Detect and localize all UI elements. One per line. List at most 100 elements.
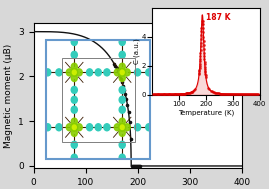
Circle shape	[104, 69, 110, 76]
Circle shape	[71, 86, 77, 93]
Circle shape	[71, 123, 78, 131]
Point	[197, 71, 201, 74]
Point	[201, 31, 206, 34]
Point	[119, 77, 123, 80]
Point	[207, 88, 212, 91]
Point	[137, 164, 141, 167]
Point	[138, 164, 143, 167]
Circle shape	[146, 124, 152, 131]
Point	[182, 92, 186, 95]
Point	[218, 92, 223, 95]
Circle shape	[146, 69, 152, 76]
Circle shape	[120, 70, 124, 75]
Circle shape	[71, 96, 77, 103]
Point	[198, 55, 203, 58]
Point	[211, 91, 216, 94]
Point	[238, 93, 242, 96]
Circle shape	[56, 124, 62, 131]
Point	[131, 164, 135, 167]
Point	[134, 164, 138, 167]
Circle shape	[56, 69, 62, 76]
Point	[214, 92, 219, 95]
Point	[160, 93, 164, 96]
Bar	[62, 58, 135, 142]
Circle shape	[114, 124, 120, 131]
Point	[173, 93, 178, 96]
Point	[122, 88, 126, 91]
Circle shape	[119, 51, 125, 58]
Circle shape	[114, 69, 120, 76]
Point	[227, 93, 231, 96]
Point	[222, 92, 227, 95]
Point	[197, 66, 202, 69]
Point	[225, 93, 229, 96]
Point	[164, 93, 168, 96]
Point	[242, 93, 246, 96]
Circle shape	[119, 96, 125, 103]
Point	[156, 93, 161, 96]
Point	[188, 91, 192, 94]
Point	[184, 92, 189, 95]
Circle shape	[87, 69, 93, 76]
Circle shape	[124, 69, 130, 76]
Circle shape	[45, 124, 51, 131]
Point	[202, 60, 207, 63]
Point	[151, 93, 155, 96]
Point	[168, 93, 172, 96]
Point	[236, 93, 240, 96]
Point	[183, 92, 188, 95]
Point	[123, 92, 128, 95]
Point	[213, 91, 218, 94]
Point	[209, 90, 214, 93]
Point	[197, 68, 202, 71]
Point	[217, 92, 221, 95]
Point	[157, 93, 161, 96]
Point	[202, 47, 206, 50]
Point	[201, 40, 206, 43]
Circle shape	[95, 69, 101, 76]
Point	[128, 121, 132, 124]
Y-axis label: C (a.u.): C (a.u.)	[133, 38, 140, 64]
Circle shape	[124, 124, 130, 131]
Circle shape	[72, 125, 76, 129]
Point	[202, 51, 206, 54]
Point	[199, 38, 203, 41]
Point	[203, 74, 208, 77]
Point	[246, 93, 250, 96]
Point	[251, 93, 255, 96]
Point	[233, 93, 237, 96]
Point	[167, 93, 171, 96]
Point	[203, 72, 208, 75]
Text: 187 K: 187 K	[206, 13, 230, 22]
X-axis label: Temperature (K): Temperature (K)	[178, 110, 234, 116]
Circle shape	[66, 124, 72, 131]
Point	[198, 60, 202, 63]
Point	[203, 65, 207, 68]
Point	[230, 93, 234, 96]
Point	[204, 75, 208, 78]
Circle shape	[71, 141, 77, 148]
Point	[152, 93, 156, 96]
Point	[189, 91, 194, 94]
Point	[198, 52, 203, 55]
Point	[203, 67, 207, 70]
Circle shape	[95, 124, 101, 131]
Point	[202, 54, 206, 57]
Point	[185, 92, 190, 95]
Point	[226, 93, 230, 96]
Point	[158, 93, 162, 96]
Point	[198, 62, 202, 65]
Point	[213, 91, 217, 94]
Point	[198, 57, 202, 60]
Point	[231, 93, 235, 96]
Circle shape	[66, 69, 72, 76]
Point	[126, 111, 131, 114]
Point	[228, 93, 232, 96]
Circle shape	[45, 69, 51, 76]
Point	[220, 92, 224, 95]
Circle shape	[87, 124, 93, 131]
Point	[201, 43, 206, 46]
Point	[120, 81, 124, 84]
Point	[203, 63, 207, 66]
Circle shape	[71, 106, 77, 113]
